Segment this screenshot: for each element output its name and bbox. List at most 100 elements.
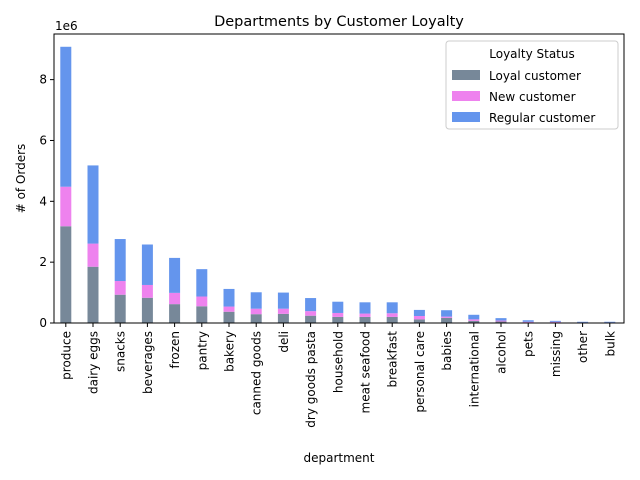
- x-tick-label-1: dairy eggs: [87, 331, 101, 394]
- bar-1-8: [277, 308, 289, 314]
- bar-1-10: [332, 312, 344, 317]
- bar-0-5: [196, 306, 208, 323]
- bar-2-10: [332, 301, 344, 313]
- bar-2-0: [60, 46, 72, 187]
- bar-1-6: [223, 306, 235, 312]
- x-tick-label-20: bulk: [603, 331, 617, 357]
- bar-0-3: [141, 297, 153, 323]
- bars-group: [60, 46, 616, 323]
- bar-1-3: [141, 284, 153, 298]
- y-axis-label: # of Orders: [14, 144, 28, 214]
- bar-2-18: [549, 320, 561, 322]
- bar-2-1: [87, 165, 99, 244]
- bar-1-4: [169, 292, 181, 305]
- x-tick-label-15: international: [467, 331, 481, 407]
- bar-1-16: [495, 320, 507, 322]
- bar-2-12: [386, 302, 398, 314]
- x-tick-label-9: dry goods pasta: [304, 331, 318, 428]
- y-axis: 0 2 4 6 8: [39, 73, 54, 330]
- bar-1-14: [441, 316, 453, 318]
- bar-2-6: [223, 288, 235, 307]
- y-tick-label-0: 0: [39, 316, 47, 330]
- legend-label-0: Loyal customer: [489, 69, 581, 83]
- bar-2-14: [441, 310, 453, 317]
- bar-1-7: [250, 308, 262, 315]
- bar-1-18: [549, 321, 561, 323]
- bar-2-8: [277, 292, 289, 309]
- x-tick-label-2: snacks: [114, 331, 128, 372]
- chart-title: Departments by Customer Loyalty: [214, 14, 464, 30]
- bar-0-11: [359, 316, 371, 323]
- x-tick-label-5: pantry: [195, 331, 209, 370]
- bar-2-20: [604, 321, 616, 323]
- bar-1-0: [60, 186, 72, 227]
- x-tick-label-6: bakery: [223, 331, 237, 372]
- bar-2-19: [577, 321, 589, 323]
- x-tick-label-4: frozen: [168, 331, 182, 369]
- bar-1-5: [196, 296, 208, 307]
- bar-0-1: [87, 266, 99, 323]
- x-tick-label-10: household: [331, 331, 345, 393]
- bar-2-7: [250, 292, 262, 309]
- bar-2-9: [305, 298, 317, 312]
- bar-1-13: [413, 316, 425, 320]
- legend: Loyalty Status Loyal customer New custome…: [445, 40, 619, 130]
- x-tick-label-12: breakfast: [386, 331, 400, 388]
- x-tick-label-13: personal care: [413, 331, 427, 413]
- legend-swatch-0: [452, 70, 480, 80]
- bar-0-2: [114, 294, 126, 323]
- bar-0-15: [468, 320, 480, 323]
- x-tick-label-8: deli: [277, 331, 291, 353]
- x-tick-label-19: other: [576, 331, 590, 363]
- bar-1-15: [468, 319, 480, 321]
- legend-label-2: Regular customer: [489, 111, 595, 125]
- bar-1-1: [87, 243, 99, 267]
- y-scale-label: 1e6: [55, 19, 78, 33]
- x-tick-label-0: produce: [59, 331, 73, 380]
- legend-swatch-1: [452, 91, 480, 101]
- x-tick-label-7: canned goods: [250, 331, 264, 415]
- bar-0-9: [305, 315, 317, 323]
- legend-box: [445, 40, 619, 130]
- x-axis: produce dairy eggs snacks beverages frozen pa…: [59, 323, 617, 428]
- plot-frame: [53, 33, 625, 324]
- y-tick-label-4: 8: [39, 73, 47, 87]
- bar-2-13: [413, 309, 425, 316]
- x-axis-label: department: [304, 451, 375, 465]
- bar-2-4: [169, 257, 181, 293]
- bar-1-12: [386, 313, 398, 317]
- bar-0-8: [277, 313, 289, 323]
- bar-0-10: [332, 316, 344, 323]
- legend-label-1: New customer: [489, 90, 576, 104]
- bar-1-17: [522, 321, 534, 323]
- bar-2-16: [495, 318, 507, 321]
- bar-1-9: [305, 311, 317, 316]
- bar-1-2: [114, 281, 126, 295]
- y-tick-label-3: 6: [39, 133, 47, 147]
- x-tick-label-17: pets: [522, 331, 536, 357]
- bar-0-12: [386, 316, 398, 323]
- x-tick-label-11: meat seafood: [359, 331, 373, 413]
- bar-2-11: [359, 302, 371, 314]
- bar-0-4: [169, 304, 181, 323]
- bar-0-14: [441, 317, 453, 323]
- bar-0-6: [223, 311, 235, 323]
- x-tick-label-16: alcohol: [495, 331, 509, 374]
- bar-0-0: [60, 226, 72, 323]
- bar-2-3: [141, 244, 153, 285]
- bar-2-17: [522, 320, 534, 322]
- bar-2-5: [196, 269, 208, 297]
- y-tick-label-1: 2: [39, 255, 47, 269]
- legend-swatch-2: [452, 112, 480, 122]
- bar-0-13: [413, 319, 425, 323]
- x-tick-label-14: babies: [440, 331, 454, 371]
- legend-title: Loyalty Status: [489, 47, 574, 61]
- bar-0-16: [495, 321, 507, 323]
- y-tick-label-2: 4: [39, 194, 47, 208]
- bar-2-15: [468, 314, 480, 320]
- bar-1-11: [359, 313, 371, 317]
- bar-0-7: [250, 314, 262, 323]
- bar-2-2: [114, 239, 126, 282]
- x-tick-label-3: beverages: [141, 331, 155, 394]
